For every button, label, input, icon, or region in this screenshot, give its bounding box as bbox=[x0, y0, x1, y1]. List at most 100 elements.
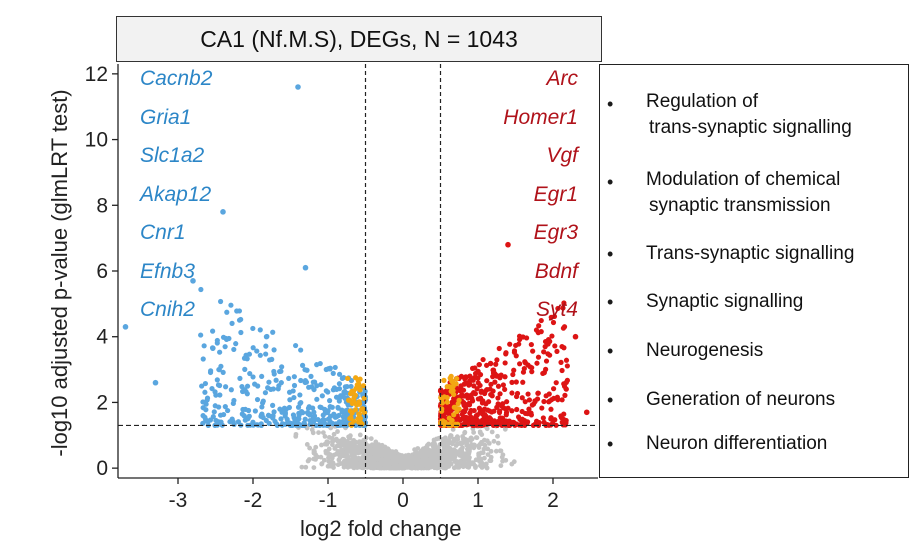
point-ns bbox=[451, 465, 457, 471]
x-axis-label: log2 fold change bbox=[300, 516, 462, 541]
point-ns bbox=[442, 435, 448, 441]
point-down bbox=[217, 349, 223, 355]
point-ns bbox=[460, 452, 466, 458]
go-term-text: Generation of neurons bbox=[646, 389, 836, 410]
point-ns bbox=[502, 426, 508, 432]
point-down bbox=[234, 308, 240, 314]
point-borderline bbox=[452, 404, 459, 411]
point-down bbox=[325, 389, 331, 395]
point-down bbox=[259, 373, 265, 380]
point-ns bbox=[303, 464, 309, 470]
point-down bbox=[250, 325, 256, 332]
point-up bbox=[563, 357, 570, 363]
point-ns bbox=[378, 458, 384, 463]
point-down bbox=[325, 408, 331, 414]
point-borderline bbox=[444, 394, 450, 401]
point-ns bbox=[370, 450, 376, 456]
point-down bbox=[333, 394, 340, 400]
point-up bbox=[484, 362, 490, 368]
y-tick-label: 12 bbox=[85, 63, 108, 86]
point-ns bbox=[437, 451, 443, 456]
point-up bbox=[496, 345, 502, 352]
point-down bbox=[213, 392, 219, 398]
point-up bbox=[511, 367, 517, 373]
point-up bbox=[506, 418, 513, 424]
point-up bbox=[502, 386, 508, 393]
point-ns bbox=[334, 436, 339, 442]
go-term-text: trans-synaptic signalling bbox=[649, 117, 852, 138]
point-ns bbox=[354, 463, 360, 468]
bullet-icon: • bbox=[607, 172, 614, 192]
point-up bbox=[554, 348, 560, 355]
bullet-icon: • bbox=[607, 434, 614, 454]
point-ns bbox=[335, 449, 341, 454]
point-down bbox=[231, 346, 237, 353]
point-down bbox=[257, 327, 263, 333]
point-down bbox=[204, 395, 211, 401]
point-up bbox=[555, 305, 561, 312]
point-down bbox=[319, 393, 325, 399]
bullet-icon: • bbox=[607, 390, 614, 410]
point-up bbox=[558, 415, 565, 421]
point-ns bbox=[465, 455, 471, 461]
point-down bbox=[281, 405, 288, 411]
point-up bbox=[500, 405, 507, 411]
point-ns bbox=[412, 447, 418, 453]
gene-label-down: Cnih2 bbox=[140, 298, 195, 321]
point-down bbox=[233, 341, 239, 347]
point-down bbox=[237, 375, 243, 381]
point-up bbox=[558, 359, 564, 365]
point-down bbox=[216, 366, 222, 373]
point-ns bbox=[340, 460, 345, 466]
point-down bbox=[201, 343, 207, 349]
point-down bbox=[238, 329, 244, 336]
point-ns bbox=[345, 446, 351, 452]
point-down bbox=[207, 417, 214, 423]
point-borderline bbox=[353, 375, 359, 381]
point-down bbox=[242, 417, 248, 423]
point-down bbox=[241, 355, 248, 361]
point-up bbox=[563, 386, 569, 392]
point-ns bbox=[313, 444, 319, 450]
gene-label-up: Syt4 bbox=[535, 298, 578, 321]
point-up bbox=[549, 333, 555, 339]
point-up bbox=[553, 380, 559, 386]
point-down bbox=[325, 366, 332, 372]
gene-label-up: Bdnf bbox=[534, 259, 578, 283]
gene-label-up: Egr3 bbox=[533, 221, 578, 244]
point-down bbox=[228, 387, 234, 393]
point-outlier bbox=[152, 379, 159, 386]
point-ns bbox=[319, 461, 325, 467]
point-up bbox=[528, 410, 534, 416]
point-up bbox=[543, 393, 549, 399]
point-up bbox=[490, 374, 496, 380]
point-ns bbox=[321, 457, 327, 463]
point-ns bbox=[352, 450, 357, 456]
point-up bbox=[536, 323, 542, 329]
point-down bbox=[244, 383, 251, 389]
point-down bbox=[265, 385, 271, 391]
point-up bbox=[559, 419, 565, 425]
point-up bbox=[472, 374, 479, 380]
point-up bbox=[437, 387, 444, 393]
point-down bbox=[198, 332, 204, 338]
point-down bbox=[318, 404, 324, 411]
point-down bbox=[339, 375, 345, 381]
point-ns bbox=[500, 452, 506, 458]
point-up bbox=[497, 391, 503, 397]
point-up bbox=[490, 422, 497, 428]
point-outlier bbox=[302, 264, 309, 271]
point-down bbox=[242, 406, 248, 412]
point-ns bbox=[420, 447, 426, 453]
point-down bbox=[286, 375, 292, 382]
point-down bbox=[318, 382, 324, 388]
point-down bbox=[298, 347, 304, 353]
point-up bbox=[535, 354, 542, 360]
point-up bbox=[513, 379, 519, 385]
y-tick-label: 0 bbox=[96, 457, 108, 480]
point-ns bbox=[420, 458, 425, 464]
go-term-text: synaptic transmission bbox=[649, 195, 831, 216]
point-ns bbox=[293, 433, 299, 439]
point-up bbox=[561, 300, 567, 306]
point-borderline bbox=[356, 411, 363, 417]
